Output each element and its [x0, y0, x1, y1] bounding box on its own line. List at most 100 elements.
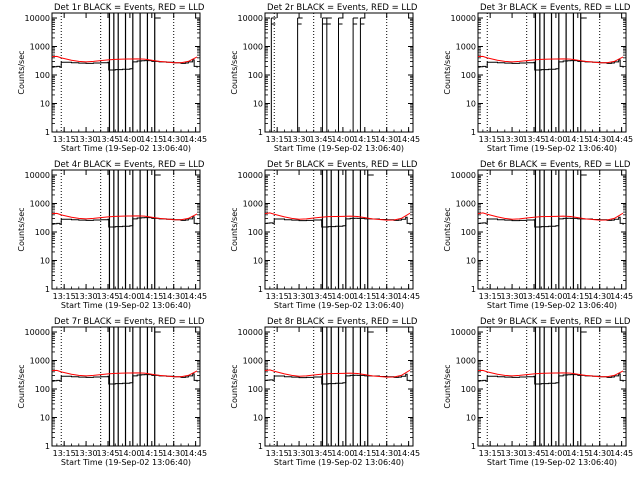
x-tick-label: 14:00 — [331, 449, 354, 458]
x-tick-label: 13:30 — [501, 292, 524, 301]
y-axis-label: Counts/sec — [230, 50, 239, 94]
x-tick-label: 13:45 — [309, 292, 332, 301]
y-tick-label: 10 — [253, 414, 263, 423]
x-tick-label: 14:15 — [140, 449, 163, 458]
lld-series-line — [51, 369, 198, 378]
x-tick-label: 13:15 — [479, 449, 502, 458]
events-series-line — [52, 216, 198, 228]
x-tick-label: 13:30 — [75, 449, 98, 458]
x-tick-label: 14:45 — [184, 449, 207, 458]
y-axis-label: Counts/sec — [230, 364, 239, 408]
lld-series-line — [51, 212, 198, 221]
y-tick-label: 1000 — [243, 200, 263, 209]
x-tick-label: 14:45 — [184, 135, 207, 144]
x-tick-label: 13:15 — [53, 135, 76, 144]
x-tick-label: 14:00 — [544, 449, 567, 458]
panel-8: Det 8r BLACK = Events, RED = LLD 1 10 100 10… — [230, 317, 420, 467]
lld-series-line — [477, 212, 624, 221]
x-tick-label: 13:30 — [288, 292, 311, 301]
x-tick-label: 13:45 — [96, 135, 119, 144]
x-tick-label: 13:30 — [75, 292, 98, 301]
y-tick-label: 10 — [466, 414, 476, 423]
panel-title: Det 2r BLACK = Events, RED = LLD — [267, 3, 418, 13]
panel-title: Det 6r BLACK = Events, RED = LLD — [480, 160, 631, 170]
events-series-line — [52, 59, 198, 71]
x-tick-label: 14:15 — [566, 449, 589, 458]
panel-title: Det 4r BLACK = Events, RED = LLD — [54, 160, 205, 170]
x-tick-label: 14:30 — [588, 449, 611, 458]
y-tick-label: 10 — [253, 257, 263, 266]
x-tick-label: 14:00 — [331, 292, 354, 301]
y-tick-label: 10 — [253, 100, 263, 109]
lld-series-line — [477, 55, 624, 64]
y-tick-label: 10000 — [25, 328, 50, 337]
panel-9: Det 9r BLACK = Events, RED = LLD 1 10 100 10… — [443, 317, 633, 467]
x-axis-label: Start Time (19-Sep-02 13:06:40) — [487, 301, 617, 310]
panel-6: Det 6r BLACK = Events, RED = LLD 1 10 100 10… — [443, 160, 633, 310]
x-tick-label: 13:15 — [53, 292, 76, 301]
y-tick-label: 10000 — [451, 171, 476, 180]
y-tick-label: 1 — [471, 128, 476, 137]
panel-title: Det 3r BLACK = Events, RED = LLD — [480, 3, 631, 13]
y-tick-label: 1000 — [30, 357, 50, 366]
y-tick-label: 100 — [461, 228, 476, 237]
x-tick-label: 13:15 — [266, 449, 289, 458]
x-tick-label: 14:15 — [140, 292, 163, 301]
events-series-line — [478, 373, 624, 385]
x-tick-label: 13:45 — [522, 135, 545, 144]
panel-title: Det 1r BLACK = Events, RED = LLD — [54, 3, 205, 13]
y-axis-label: Counts/sec — [17, 364, 26, 408]
y-tick-label: 100 — [35, 385, 50, 394]
y-tick-label: 1 — [45, 285, 50, 294]
y-tick-label: 1 — [258, 442, 263, 451]
x-tick-label: 13:45 — [96, 292, 119, 301]
panel-7: Det 7r BLACK = Events, RED = LLD 1 10 100 10… — [17, 317, 207, 467]
y-tick-label: 100 — [461, 385, 476, 394]
y-tick-label: 1000 — [456, 357, 476, 366]
x-tick-label: 14:15 — [353, 292, 376, 301]
y-tick-label: 1 — [45, 442, 50, 451]
panel-3: Det 3r BLACK = Events, RED = LLD 1 10 100 10… — [443, 3, 633, 153]
panel-title: Det 7r BLACK = Events, RED = LLD — [54, 317, 205, 327]
x-tick-label: 14:15 — [140, 135, 163, 144]
y-tick-label: 100 — [35, 71, 50, 80]
x-tick-label: 14:00 — [331, 135, 354, 144]
y-tick-label: 1 — [45, 128, 50, 137]
x-tick-label: 13:15 — [479, 135, 502, 144]
x-tick-label: 14:15 — [566, 135, 589, 144]
y-tick-label: 10 — [40, 257, 50, 266]
y-tick-label: 100 — [35, 228, 50, 237]
x-tick-label: 13:30 — [501, 135, 524, 144]
panel-2: Det 2r BLACK = Events, RED = LLD 1 10 100 10… — [230, 3, 420, 153]
y-axis-label: Counts/sec — [17, 207, 26, 251]
y-axis-label: Counts/sec — [443, 364, 452, 408]
y-tick-label: 10000 — [25, 171, 50, 180]
y-axis-label: Counts/sec — [230, 207, 239, 251]
y-tick-label: 100 — [248, 71, 263, 80]
y-tick-label: 1000 — [243, 43, 263, 52]
x-tick-label: 14:45 — [397, 135, 420, 144]
y-tick-label: 1000 — [456, 200, 476, 209]
x-axis-label: Start Time (19-Sep-02 13:06:40) — [61, 458, 191, 467]
y-axis-label: Counts/sec — [443, 207, 452, 251]
lld-series-line — [51, 55, 198, 64]
lld-series-line — [477, 369, 624, 378]
x-tick-label: 13:30 — [75, 135, 98, 144]
y-tick-label: 100 — [248, 385, 263, 394]
x-axis-label: Start Time (19-Sep-02 13:06:40) — [274, 144, 404, 153]
x-tick-label: 14:45 — [184, 292, 207, 301]
x-tick-label: 13:45 — [309, 135, 332, 144]
x-tick-label: 14:30 — [162, 135, 185, 144]
x-tick-label: 14:15 — [353, 135, 376, 144]
x-axis-label: Start Time (19-Sep-02 13:06:40) — [487, 458, 617, 467]
x-axis-label: Start Time (19-Sep-02 13:06:40) — [274, 458, 404, 467]
x-axis-label: Start Time (19-Sep-02 13:06:40) — [274, 301, 404, 310]
y-tick-label: 1000 — [456, 43, 476, 52]
y-tick-label: 1 — [258, 285, 263, 294]
x-tick-label: 14:00 — [118, 292, 141, 301]
panel-1: Det 1r BLACK = Events, RED = LLD 1 10 100 10… — [17, 3, 207, 153]
x-tick-label: 14:45 — [397, 292, 420, 301]
x-tick-label: 14:45 — [610, 292, 633, 301]
